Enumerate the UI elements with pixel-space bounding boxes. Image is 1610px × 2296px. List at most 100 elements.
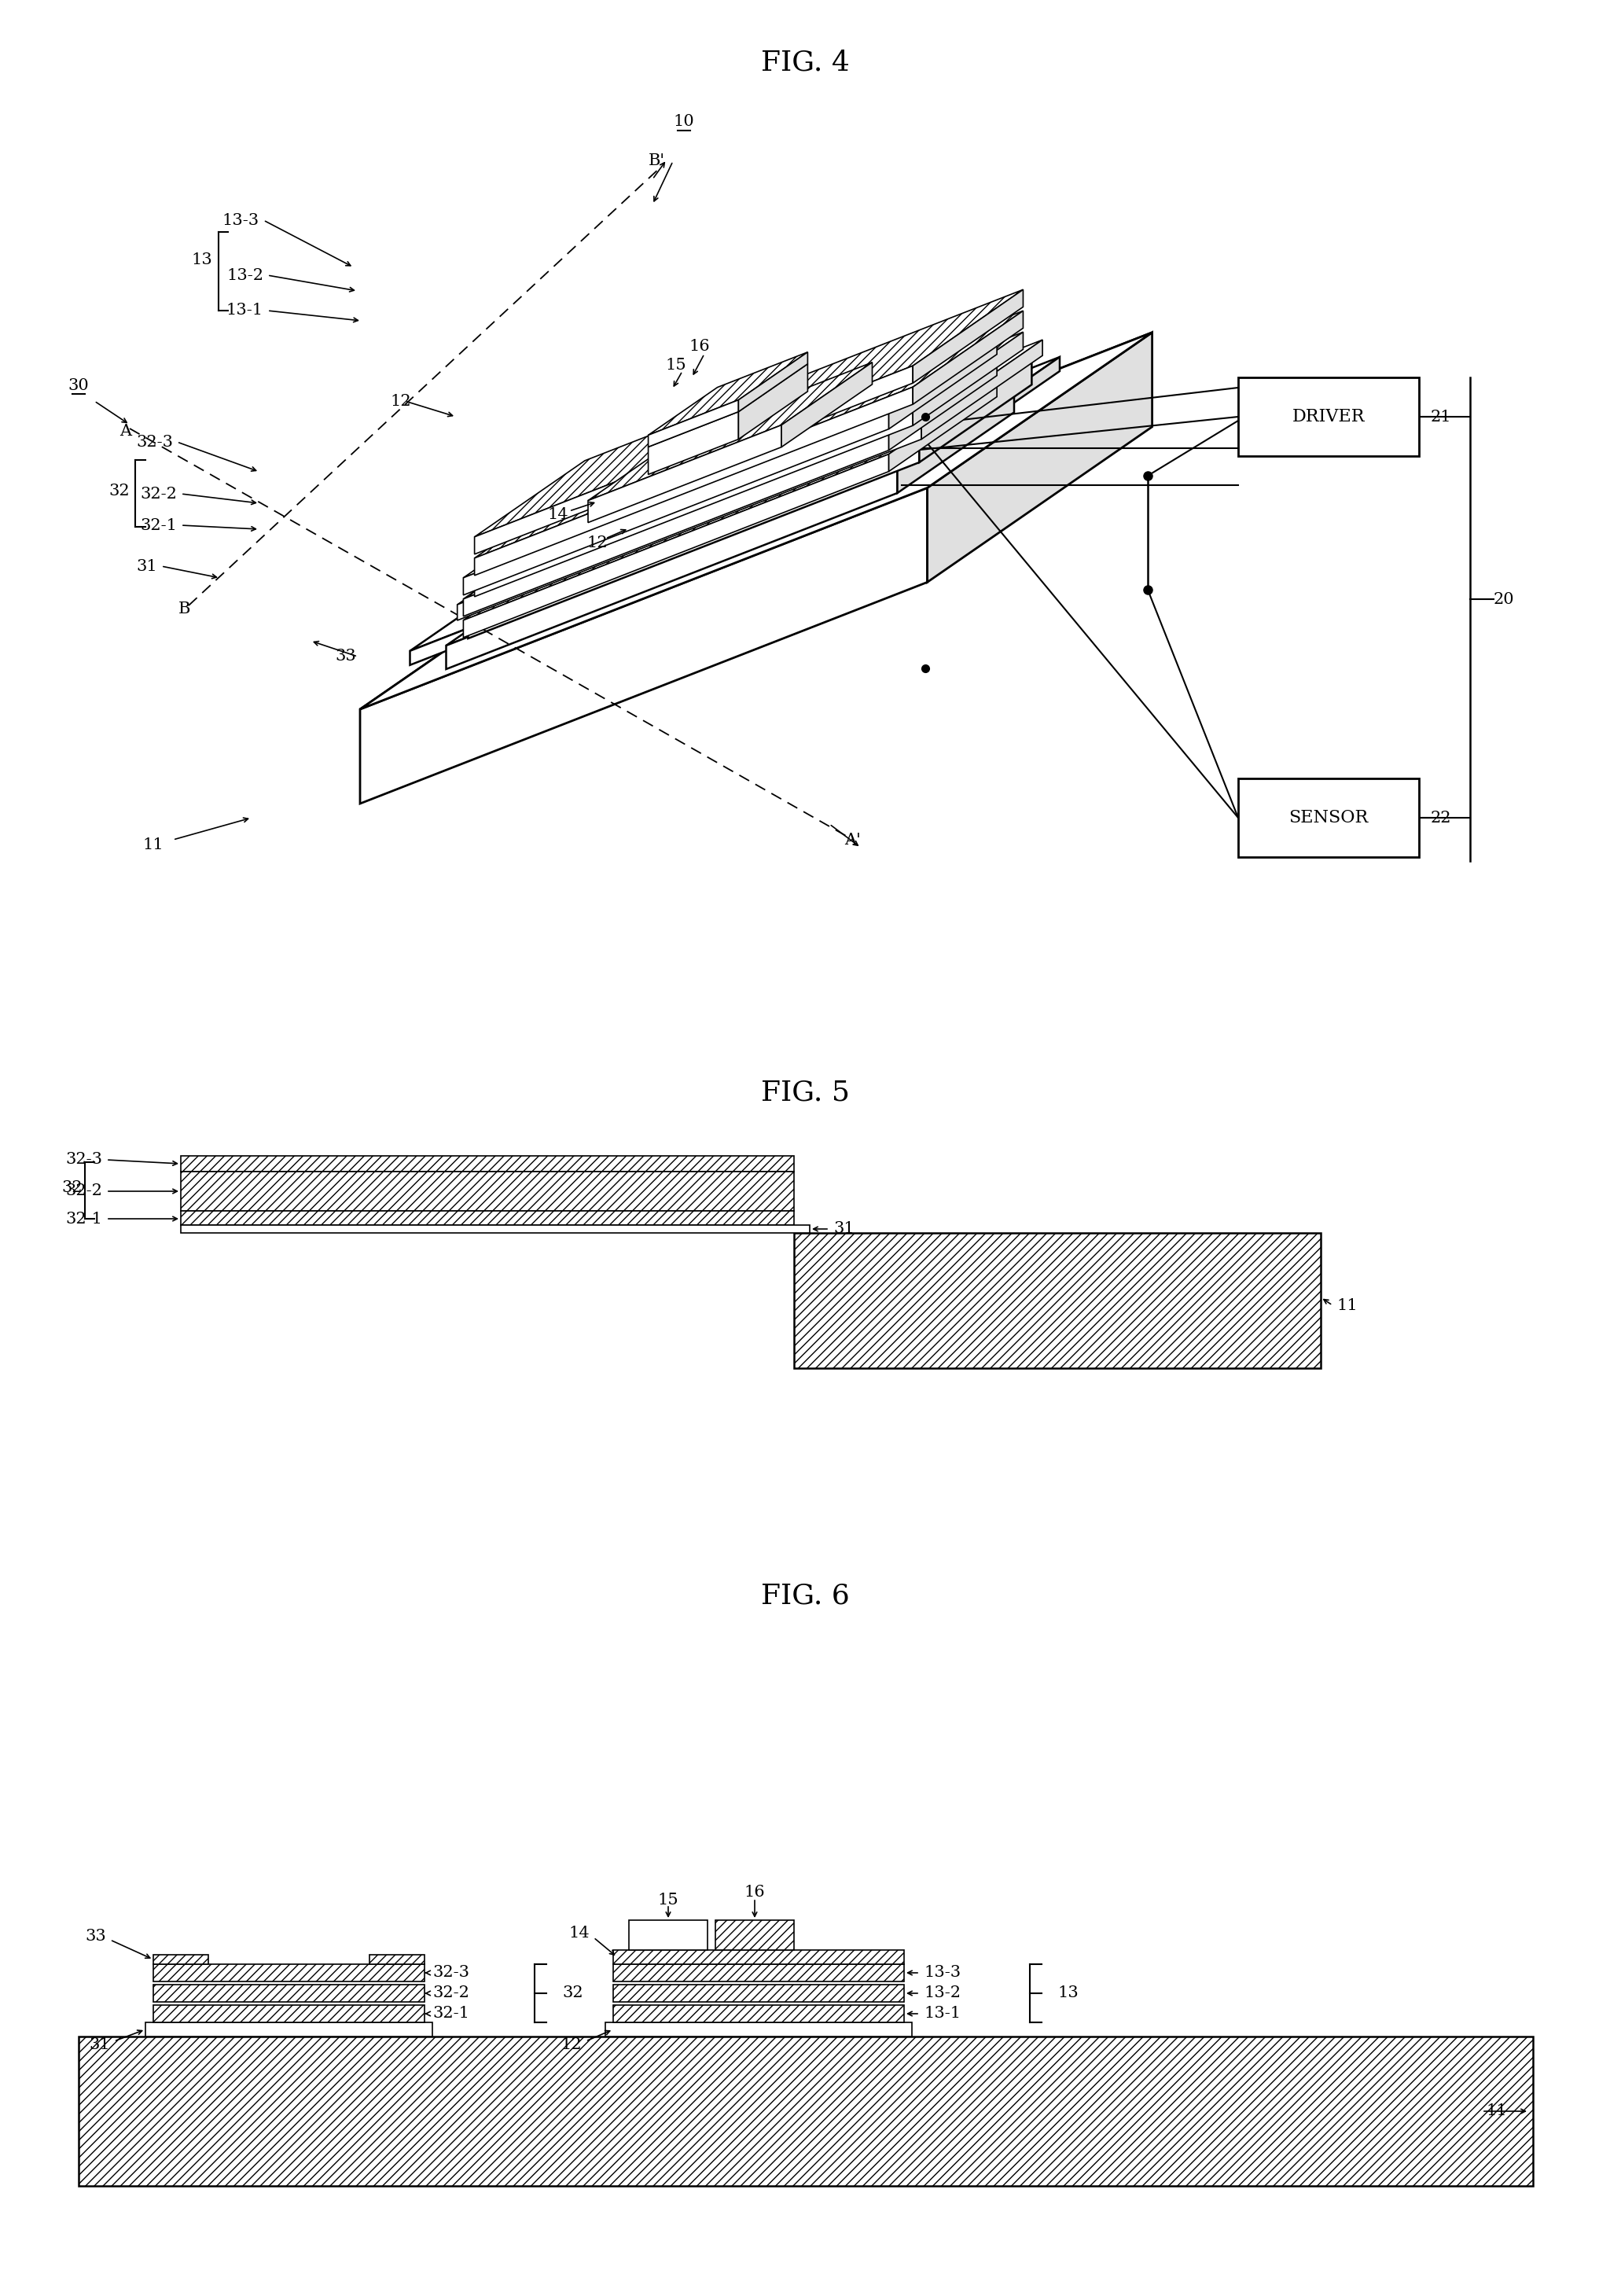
Polygon shape [475, 388, 913, 576]
Polygon shape [926, 356, 1059, 464]
Text: 31: 31 [137, 558, 158, 574]
Bar [180, 1155, 794, 1171]
Text: 21: 21 [1431, 409, 1452, 425]
Bar [180, 1171, 794, 1210]
Text: 32-1: 32-1 [66, 1212, 101, 1226]
Text: 16: 16 [744, 1885, 765, 1901]
Polygon shape [361, 333, 1153, 709]
Bar [794, 1233, 1320, 1368]
Text: 32: 32 [61, 1180, 82, 1194]
Bar [1238, 778, 1418, 856]
Polygon shape [475, 333, 1022, 579]
Bar [613, 1949, 905, 1963]
Polygon shape [781, 363, 873, 448]
Bar [613, 2004, 905, 2023]
Polygon shape [464, 338, 997, 579]
Text: 12: 12 [391, 393, 412, 409]
Text: 11: 11 [1486, 2103, 1507, 2119]
Text: 13-1: 13-1 [924, 2007, 961, 2020]
Polygon shape [649, 400, 739, 448]
Polygon shape [411, 450, 926, 666]
Text: 14: 14 [568, 1926, 589, 1940]
Polygon shape [464, 455, 889, 638]
Text: 13: 13 [192, 253, 213, 266]
Bar [630, 1919, 707, 1949]
Text: A: A [119, 422, 132, 439]
Polygon shape [913, 310, 1022, 404]
Bar [1238, 377, 1418, 457]
Text: 31: 31 [89, 2039, 109, 2053]
Polygon shape [588, 425, 781, 523]
Polygon shape [889, 338, 997, 429]
Text: 13-2: 13-2 [227, 269, 264, 282]
Polygon shape [469, 439, 919, 638]
Text: 32-3: 32-3 [135, 434, 172, 450]
Polygon shape [464, 358, 997, 599]
Polygon shape [889, 379, 997, 471]
Text: FIG. 4: FIG. 4 [760, 51, 850, 76]
Polygon shape [411, 356, 1059, 650]
Text: DRIVER: DRIVER [1293, 409, 1365, 425]
Text: 20: 20 [1494, 592, 1515, 606]
Text: FIG. 6: FIG. 6 [760, 1582, 850, 1609]
Polygon shape [739, 363, 808, 439]
Polygon shape [897, 388, 1014, 494]
Bar [369, 1954, 425, 1963]
Text: 15: 15 [665, 358, 686, 372]
Polygon shape [457, 340, 1043, 604]
Bar [613, 1984, 905, 2002]
Bar [605, 2023, 911, 2037]
Polygon shape [649, 363, 808, 448]
Text: 11: 11 [143, 838, 164, 852]
Polygon shape [921, 340, 1043, 439]
Text: 10: 10 [673, 115, 694, 129]
Polygon shape [919, 360, 1032, 461]
Text: 32-2: 32-2 [433, 1986, 469, 2000]
Polygon shape [649, 411, 739, 475]
Text: A': A' [845, 833, 861, 847]
Text: 32-3: 32-3 [66, 1153, 101, 1166]
Text: 13: 13 [1058, 1986, 1079, 2000]
Text: 15: 15 [658, 1892, 679, 1908]
Polygon shape [464, 411, 889, 595]
Text: 14: 14 [547, 507, 568, 523]
Text: 32: 32 [109, 484, 130, 498]
Bar [153, 1984, 425, 2002]
Polygon shape [649, 351, 808, 436]
Text: 22: 22 [1431, 810, 1452, 824]
Text: 31: 31 [834, 1221, 855, 1238]
Text: 11: 11 [1336, 1297, 1357, 1313]
Polygon shape [469, 360, 1032, 615]
Bar [180, 1226, 810, 1233]
Text: 33: 33 [85, 1929, 106, 1942]
Text: 30: 30 [68, 379, 89, 393]
Polygon shape [361, 333, 1153, 709]
Polygon shape [446, 468, 897, 668]
Polygon shape [446, 388, 1014, 645]
Text: 13-3: 13-3 [924, 1965, 961, 1979]
Text: 16: 16 [689, 338, 710, 354]
Text: 12: 12 [560, 2039, 581, 2053]
Text: 13-3: 13-3 [222, 214, 259, 227]
Bar [153, 1954, 208, 1963]
Polygon shape [889, 358, 997, 450]
Polygon shape [457, 422, 921, 620]
Polygon shape [361, 487, 927, 804]
Text: 32-1: 32-1 [140, 519, 177, 533]
Polygon shape [913, 333, 1022, 425]
Text: 32-2: 32-2 [140, 487, 177, 501]
Text: 13-1: 13-1 [227, 303, 264, 319]
Text: B': B' [649, 154, 665, 168]
Bar [715, 1919, 794, 1949]
Text: 33: 33 [335, 650, 356, 664]
Polygon shape [927, 333, 1153, 583]
Polygon shape [475, 289, 1022, 537]
Polygon shape [913, 289, 1022, 383]
Polygon shape [464, 379, 997, 620]
Text: 32-3: 32-3 [433, 1965, 470, 1979]
Bar [613, 1963, 905, 1981]
Text: B: B [179, 602, 190, 618]
Bar [180, 1210, 794, 1226]
Bar [153, 2004, 425, 2023]
Text: 32-1: 32-1 [433, 2007, 470, 2020]
